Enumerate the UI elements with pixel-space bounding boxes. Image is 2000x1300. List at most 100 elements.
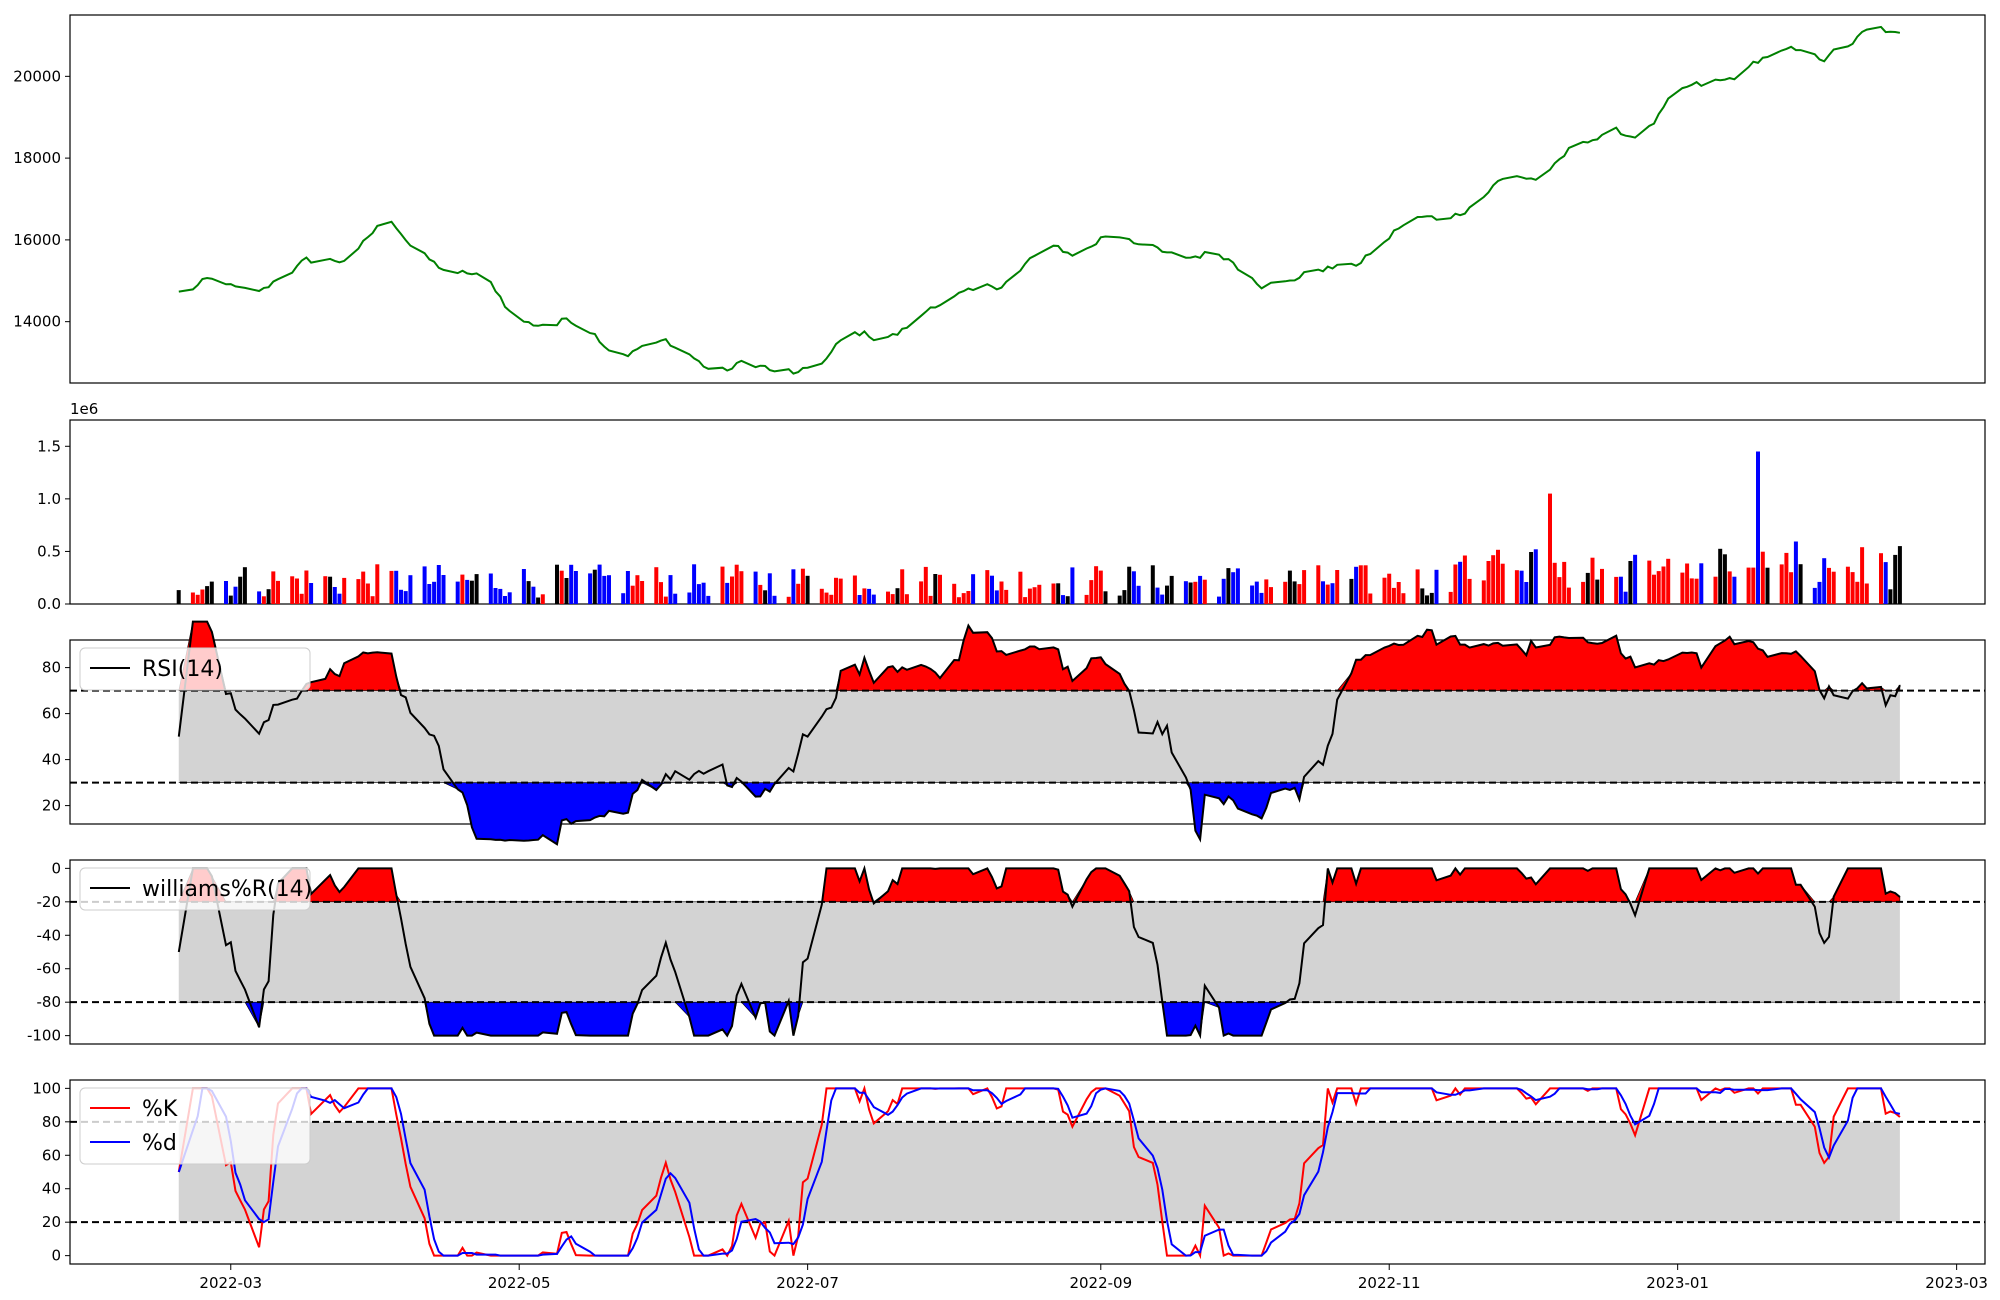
volume-bar bbox=[271, 571, 276, 604]
volume-bar bbox=[1056, 583, 1061, 604]
volume-bar bbox=[422, 566, 427, 604]
volume-bar bbox=[621, 593, 626, 604]
volume-bar bbox=[1065, 596, 1070, 604]
volume-bar bbox=[1827, 567, 1831, 604]
volume-bar bbox=[394, 570, 399, 604]
volume-bar bbox=[630, 585, 635, 604]
volume-bar bbox=[1448, 591, 1453, 604]
volume-bar bbox=[1462, 555, 1467, 604]
panel-3-ytick-label: -60 bbox=[37, 960, 62, 978]
panel-4-legend-label: %d bbox=[142, 1131, 177, 1156]
volume-bar bbox=[1188, 582, 1193, 604]
panel-3-band-fill bbox=[178, 901, 1900, 1003]
volume-bar bbox=[928, 595, 933, 604]
volume-bar bbox=[1496, 549, 1500, 604]
volume-bar bbox=[867, 588, 872, 604]
volume-bar bbox=[1401, 593, 1406, 604]
volume-bar bbox=[1798, 564, 1803, 604]
volume-bar bbox=[257, 591, 262, 604]
volume-bar bbox=[555, 564, 559, 604]
volume-bar bbox=[1467, 578, 1472, 604]
volume-bar bbox=[1831, 571, 1836, 604]
volume-bar bbox=[1434, 569, 1439, 604]
volume-bar bbox=[871, 594, 876, 604]
volume-bar bbox=[1382, 577, 1387, 604]
volume-bar bbox=[640, 581, 645, 604]
volume-bar bbox=[1259, 592, 1264, 604]
panel-4-ytick-label: 20 bbox=[42, 1213, 61, 1231]
panel-4-ytick-label: 60 bbox=[42, 1146, 61, 1164]
panel-2-overbought-fill bbox=[178, 621, 1901, 691]
volume-bar bbox=[356, 579, 361, 604]
volume-bar bbox=[767, 573, 772, 604]
volume-bar bbox=[365, 583, 370, 604]
volume-bar bbox=[1524, 582, 1529, 604]
volume-bar bbox=[1136, 585, 1141, 604]
volume-bar bbox=[290, 576, 295, 604]
panel-2-legend-box bbox=[79, 647, 311, 691]
volume-bar bbox=[602, 575, 607, 604]
volume-bar bbox=[1722, 554, 1727, 604]
volume-bar bbox=[1633, 554, 1638, 604]
volume-bar bbox=[205, 586, 210, 604]
volume-bar bbox=[1235, 568, 1240, 604]
x-tick-label: 2022-03 bbox=[199, 1274, 262, 1292]
volume-bar bbox=[1491, 555, 1496, 604]
volume-bar bbox=[295, 578, 299, 604]
volume-bar bbox=[1221, 578, 1226, 604]
volume-bar bbox=[469, 580, 474, 604]
volume-bar bbox=[1680, 572, 1685, 604]
volume-bar bbox=[493, 588, 498, 604]
volume-bar bbox=[1533, 549, 1538, 604]
volume-bar bbox=[465, 579, 470, 604]
volume-bar bbox=[1269, 587, 1273, 604]
panel-4-ytick-label: 40 bbox=[42, 1180, 61, 1198]
panel-1-frame bbox=[69, 419, 1986, 605]
volume-bar bbox=[507, 592, 512, 604]
volume-bar bbox=[564, 578, 569, 604]
volume-bar bbox=[1699, 563, 1704, 604]
volume-bar bbox=[1623, 591, 1628, 604]
volume-bar bbox=[1027, 588, 1032, 604]
volume-bar bbox=[1685, 563, 1690, 604]
volume-bar bbox=[1779, 564, 1784, 604]
volume-bar bbox=[725, 582, 730, 604]
panel-0-ytick-label: 14000 bbox=[13, 313, 61, 331]
volume-bar bbox=[1084, 594, 1089, 604]
volume-bar bbox=[895, 588, 900, 604]
volume-bar bbox=[1335, 570, 1340, 604]
volume-bar bbox=[625, 571, 630, 604]
volume-bar bbox=[276, 580, 280, 604]
volume-bar bbox=[559, 570, 564, 604]
volume-bar bbox=[1661, 566, 1666, 604]
volume-bar bbox=[1429, 592, 1434, 604]
volume-bar bbox=[758, 584, 763, 604]
d-series-line bbox=[177, 1087, 1901, 1257]
volume-bar bbox=[299, 593, 304, 604]
volume-bar bbox=[834, 577, 838, 604]
volume-bar bbox=[1368, 593, 1373, 604]
volume-bar bbox=[1089, 580, 1094, 604]
panel-0-frame bbox=[69, 14, 1986, 384]
volume-bar bbox=[375, 564, 380, 604]
volume-bar bbox=[1330, 583, 1335, 604]
volume-bar bbox=[985, 570, 990, 604]
volume-bar bbox=[1727, 571, 1732, 604]
volume-bar bbox=[753, 571, 758, 604]
panel-3-legend-label: williams%R(14) bbox=[142, 877, 312, 902]
volume-bar bbox=[569, 564, 574, 604]
volume-bar bbox=[1032, 587, 1037, 604]
volume-bar bbox=[1656, 571, 1661, 604]
volume-bar bbox=[1600, 568, 1604, 604]
volume-bar bbox=[1850, 572, 1855, 604]
volume-bar bbox=[1732, 576, 1737, 604]
volume-bar bbox=[1864, 583, 1869, 604]
x-tick-label: 2022-09 bbox=[1069, 1274, 1132, 1292]
volume-bar bbox=[195, 594, 200, 604]
volume-bar bbox=[663, 596, 668, 604]
volume-bar bbox=[209, 581, 214, 604]
panel-2-oversold-fill bbox=[178, 782, 1900, 845]
williams-series-line bbox=[177, 864, 1901, 1040]
volume-bar bbox=[304, 570, 309, 604]
